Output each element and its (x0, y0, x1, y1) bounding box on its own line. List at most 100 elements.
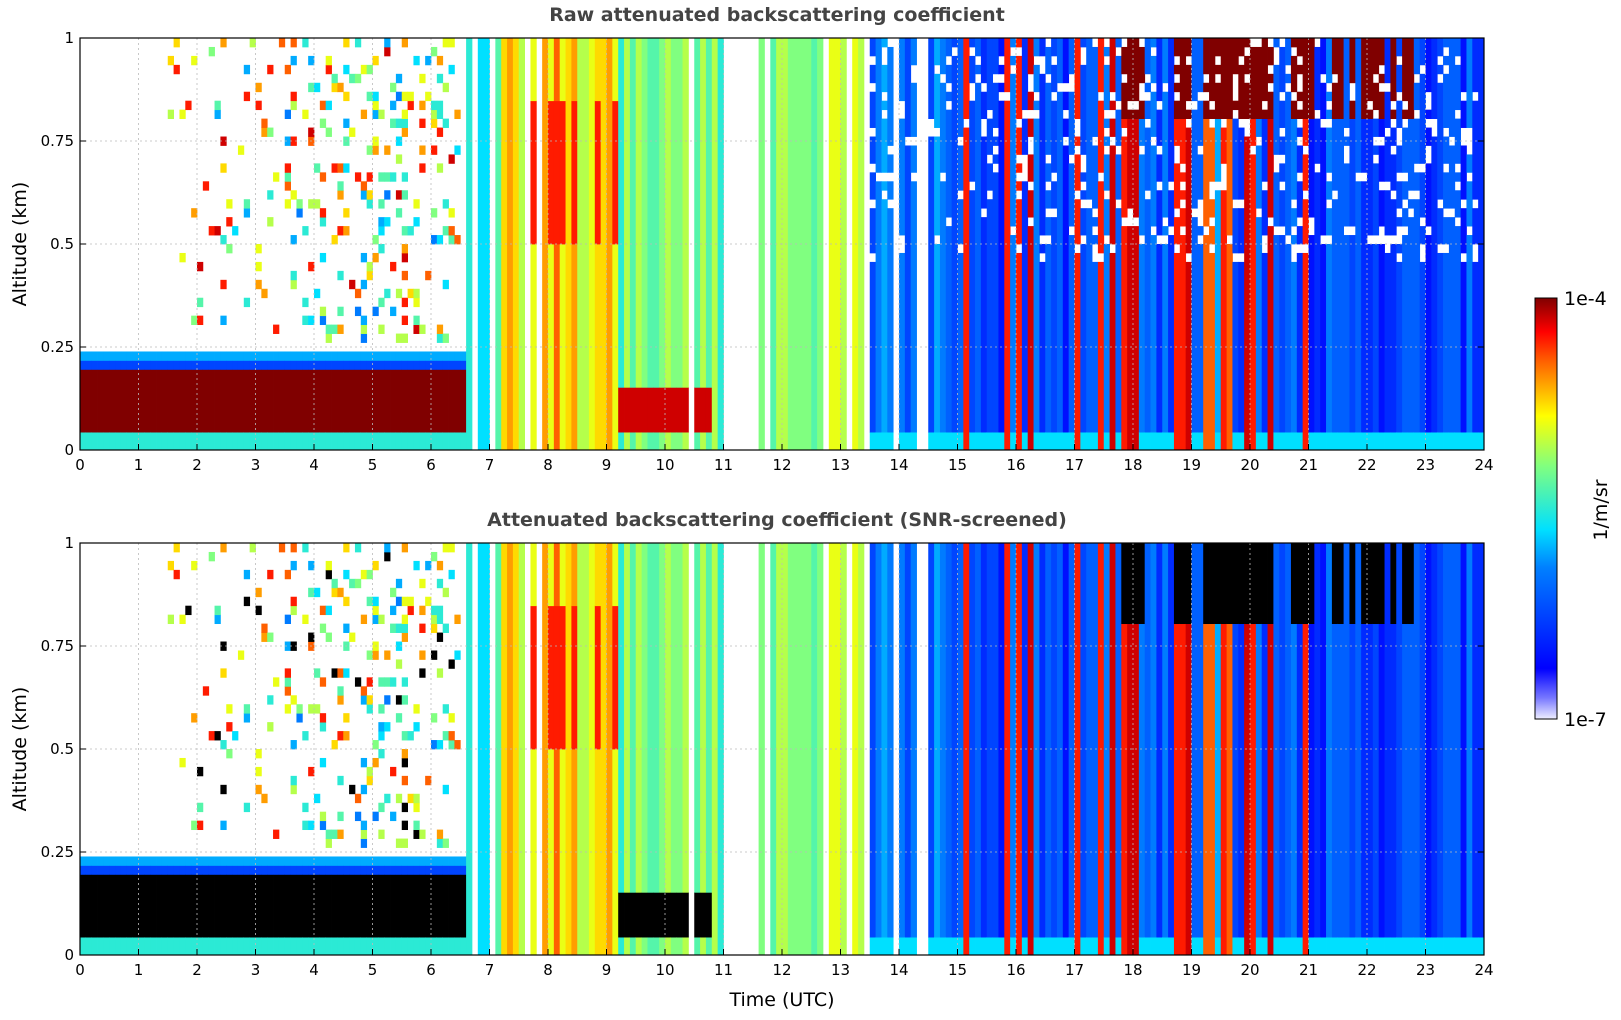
heatmap-cell (840, 543, 847, 956)
heatmap-cell (401, 632, 408, 642)
heatmap-cell (255, 82, 262, 93)
heatmap-cell (384, 677, 391, 687)
heatmap-cell (325, 64, 332, 75)
heatmap-cell (1443, 38, 1450, 48)
heatmap-cell (261, 360, 268, 370)
heatmap-cell (1261, 937, 1268, 956)
heatmap-cell (349, 784, 356, 795)
heatmap-cell (1068, 235, 1075, 433)
heatmap-cell (378, 731, 385, 741)
heatmap-cell (156, 856, 163, 866)
heatmap-cell (349, 351, 356, 361)
heatmap-cell (700, 432, 707, 451)
heatmap-cell (197, 856, 204, 866)
heatmap-cell (273, 172, 280, 182)
heatmap-cell (115, 874, 122, 938)
heatmap-cell (249, 937, 256, 956)
heatmap-cell (1425, 543, 1432, 938)
heatmap-cell (431, 614, 438, 625)
heatmap-cell (869, 91, 876, 128)
heatmap-cell (85, 351, 93, 361)
heatmap-cell (325, 560, 332, 571)
heatmap-cell (1121, 136, 1128, 218)
heatmap-cell (325, 55, 332, 66)
heatmap-cell (969, 100, 976, 182)
heatmap-cell (1331, 118, 1339, 191)
heatmap-cell (284, 704, 291, 714)
heatmap-cell (1168, 937, 1175, 956)
heatmap-cell (986, 38, 993, 111)
heatmap-cell (1197, 432, 1204, 451)
heatmap-cell (319, 369, 327, 433)
x-tick-label: 6 (426, 456, 436, 474)
heatmap-cell (951, 937, 958, 956)
heatmap-cell (1103, 46, 1110, 57)
heatmap-cell (109, 865, 116, 875)
heatmap-cell (126, 937, 134, 956)
heatmap-cell (1133, 226, 1140, 451)
heatmap-cell (354, 73, 362, 84)
heatmap-cell (1290, 38, 1298, 48)
heatmap-cell (1115, 38, 1122, 48)
heatmap-cell (319, 811, 327, 822)
heatmap-cell (1250, 623, 1257, 956)
heatmap-cell (273, 324, 280, 334)
heatmap-cell (1092, 937, 1099, 956)
heatmap-cell (1296, 64, 1304, 75)
heatmap-cell (431, 874, 438, 938)
heatmap-cell (202, 369, 210, 433)
heatmap-cell (1045, 543, 1052, 938)
heatmap-cell (302, 731, 309, 741)
heatmap-cell (278, 865, 286, 875)
heatmap-cell (144, 360, 151, 370)
heatmap-cell (395, 136, 403, 146)
heatmap-cell (1121, 82, 1128, 120)
heatmap-cell (1021, 937, 1029, 956)
heatmap-cell (442, 937, 449, 956)
x-tick-label: 8 (543, 456, 553, 474)
heatmap-cell (1045, 163, 1052, 182)
heatmap-cell (366, 650, 373, 660)
heatmap-cell (173, 543, 180, 553)
heatmap-cell (261, 118, 268, 128)
heatmap-cell (571, 100, 578, 245)
heatmap-cell (869, 208, 876, 254)
heatmap-cell (401, 874, 408, 938)
heatmap-cell (1068, 432, 1075, 451)
heatmap-cell (197, 937, 204, 956)
heatmap-cell (1010, 235, 1017, 433)
heatmap-cell (144, 937, 151, 956)
heatmap-cell (1232, 623, 1239, 938)
x-tick-label: 1 (134, 456, 144, 474)
heatmap-cell (442, 838, 449, 848)
heatmap-cell (249, 856, 256, 866)
heatmap-cell (1232, 100, 1239, 111)
heatmap-cell (314, 856, 321, 866)
heatmap-cell (431, 118, 438, 128)
heatmap-cell (594, 543, 602, 607)
heatmap-cell (191, 874, 198, 938)
panel-screened: Attenuated backscattering coefficient (S… (9, 509, 1494, 1011)
heatmap-cell (243, 208, 251, 218)
heatmap-cell (600, 38, 607, 451)
heatmap-cell (659, 432, 666, 451)
heatmap-cell (1331, 937, 1339, 956)
heatmap-cell (1466, 235, 1473, 433)
x-tick-label: 4 (309, 456, 319, 474)
heatmap-cell (559, 100, 566, 245)
heatmap-cell (1179, 38, 1187, 120)
heatmap-cell (308, 55, 315, 66)
heatmap-cell (448, 226, 455, 236)
heatmap-cell (1209, 226, 1216, 245)
heatmap-cell (314, 369, 321, 433)
heatmap-cell (366, 172, 373, 182)
heatmap-cell (1407, 217, 1415, 433)
heatmap-cell (1127, 109, 1134, 120)
heatmap-cell (343, 360, 350, 370)
heatmap-cell (676, 38, 683, 388)
heatmap-cell (1027, 91, 1034, 111)
heatmap-cell (705, 892, 713, 938)
heatmap-cell (1144, 100, 1151, 120)
heatmap-cell (360, 315, 368, 326)
heatmap-cell (220, 937, 227, 956)
